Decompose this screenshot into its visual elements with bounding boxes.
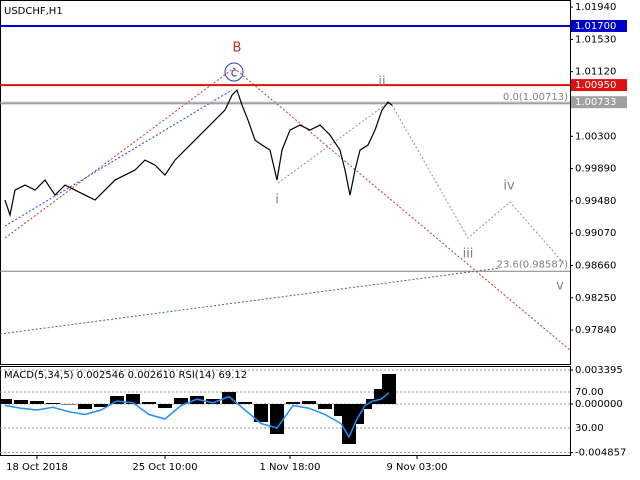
fib-label: 23.6(0.98587) — [497, 259, 569, 270]
x-tick-label: 18 Oct 2018 — [6, 462, 68, 473]
y-tick-label: 0.99070 — [575, 228, 616, 239]
histogram-bar — [286, 402, 300, 404]
histogram-bar — [126, 394, 140, 404]
histogram-bar — [254, 404, 268, 422]
wave-label: c — [231, 66, 238, 80]
trend-line — [233, 67, 571, 351]
level-box — [571, 79, 627, 92]
histogram-bar — [110, 396, 124, 404]
y-tick-label: 0.97840 — [575, 325, 616, 336]
wave-label: B — [233, 41, 242, 56]
sub-frame — [0, 366, 571, 456]
x-tick-label: 1 Nov 18:00 — [259, 462, 320, 473]
trend-line — [4, 89, 233, 227]
rsi-line — [4, 392, 390, 439]
wave-label: iv — [503, 179, 515, 194]
y-tick-label: 1.00300 — [575, 131, 616, 142]
y-tick-label: 0.98660 — [575, 261, 616, 272]
histogram-bar — [206, 399, 220, 404]
histogram-bar — [222, 392, 236, 404]
wave-label: ii — [378, 75, 385, 90]
y-tick-label: 0.99890 — [575, 164, 616, 175]
histogram-bar — [382, 374, 396, 404]
level-label: 1.00950 — [575, 80, 616, 91]
level-label: 1.00733 — [575, 97, 616, 108]
y-tick-label: 1.01530 — [575, 34, 616, 45]
histogram-bar — [46, 403, 60, 404]
y2-tick-label: 30.00 — [575, 423, 604, 434]
wave-label: i — [275, 193, 279, 208]
trend-line — [4, 67, 235, 239]
wave-label: iii — [463, 247, 474, 262]
sub-title: MACD(5,34,5) 0.002546 0.002610 RSI(14) 6… — [4, 370, 247, 381]
histogram-bar — [302, 401, 316, 404]
level-box — [571, 96, 627, 109]
y-tick-label: -0.004857 — [575, 448, 626, 459]
histogram-bar — [0, 399, 12, 404]
y-tick-label: 0.000000 — [575, 399, 623, 410]
histogram-bar — [94, 404, 108, 407]
y2-tick-label: 70.00 — [575, 387, 604, 398]
wave-label: v — [556, 279, 564, 294]
x-tick-label: 9 Nov 03:00 — [386, 462, 447, 473]
y-tick-label: 0.003395 — [575, 365, 623, 376]
wave-circle — [224, 62, 244, 82]
histogram-bar — [318, 404, 332, 409]
level-label: 1.01700 — [575, 21, 616, 32]
y-tick-label: 1.01940 — [575, 2, 616, 13]
histogram-bar — [78, 404, 92, 409]
histogram-bar — [30, 401, 44, 404]
price-line — [4, 88, 393, 218]
y-tick-label: 0.99480 — [575, 196, 616, 207]
trend-line — [0, 267, 501, 335]
fib-label: 0.0(1.00713) — [503, 92, 568, 103]
y-tick-label: 1.01120 — [575, 67, 616, 78]
chart-title: USDCHF,H1 — [4, 6, 63, 17]
histogram-bar — [270, 404, 284, 434]
level-box — [571, 20, 627, 32]
histogram-bar — [174, 398, 188, 404]
histogram-bar — [14, 400, 28, 404]
main-frame — [0, 0, 571, 365]
x-tick-label: 25 Oct 10:00 — [132, 462, 197, 473]
histogram-bar — [158, 404, 172, 408]
projection — [391, 104, 566, 266]
y-tick-label: 0.98250 — [575, 293, 616, 304]
histogram-bar — [62, 404, 76, 405]
histogram-bar — [238, 402, 252, 404]
histogram-bar — [142, 402, 156, 404]
